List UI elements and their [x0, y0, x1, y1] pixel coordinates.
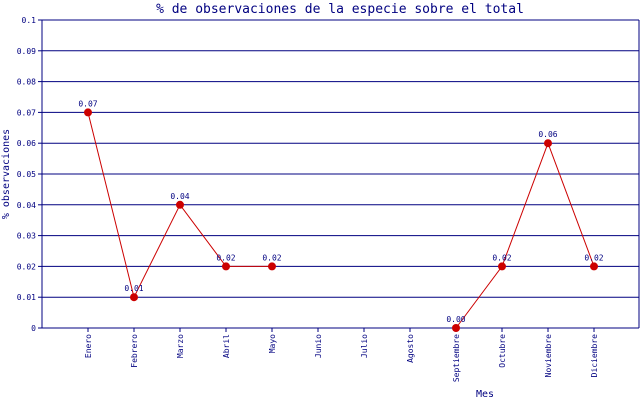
x-axis-label: Mes	[476, 389, 494, 400]
y-tick-label: 0.05	[17, 170, 36, 179]
x-tick-label: Agosto	[406, 334, 415, 363]
y-tick-label: 0.09	[17, 47, 36, 56]
x-axis-ticks: Enero Febrero Marzo Abril Mayo Junio Julio Agos…	[84, 328, 599, 382]
data-point	[544, 139, 552, 148]
x-tick-label: Febrero	[130, 334, 139, 368]
y-tick-label: 0.01	[17, 293, 36, 302]
x-tick-label: Octubre	[498, 334, 507, 368]
data-label: 0.07	[78, 99, 97, 108]
data-label: 0.00	[446, 315, 465, 324]
data-labels: 0.07 0.01 0.04 0.02 0.02 0.00 0.02 0.06 0.02	[78, 99, 603, 324]
y-tick-label: 0	[31, 324, 36, 333]
data-point	[84, 108, 92, 117]
data-label: 0.01	[124, 284, 143, 293]
y-axis-ticks: 0 0.01 0.02 0.03 0.04 0.05 0.06 0.07 0.08 0.09 0.1	[17, 16, 42, 333]
data-label: 0.02	[584, 253, 603, 262]
series-line	[87, 112, 595, 329]
data-point	[268, 262, 276, 271]
data-point	[130, 293, 138, 302]
data-point	[176, 200, 184, 209]
data-label: 0.02	[492, 253, 511, 262]
x-tick-label: Septiembre	[452, 334, 461, 382]
chart-title: % de observaciones de la especie sobre e…	[156, 2, 524, 17]
y-tick-label: 0.07	[17, 108, 36, 117]
y-tick-label: 0.04	[17, 201, 36, 210]
data-point	[222, 262, 230, 271]
x-tick-label: Enero	[84, 334, 93, 358]
x-tick-label: Diciembre	[590, 334, 599, 378]
data-point	[452, 324, 460, 332]
data-label: 0.02	[262, 253, 281, 262]
y-tick-label: 0.03	[17, 232, 36, 241]
x-tick-label: Junio	[314, 334, 323, 358]
grid-lines	[42, 19, 639, 329]
x-tick-label: Abril	[222, 334, 231, 358]
series-segment	[455, 141, 595, 329]
x-tick-label: Marzo	[176, 334, 185, 358]
data-point	[590, 262, 598, 271]
y-axis-label: % observaciones	[1, 129, 12, 219]
x-tick-label: Noviembre	[544, 334, 553, 378]
data-label: 0.06	[538, 130, 557, 139]
y-tick-label: 0.02	[17, 262, 36, 271]
y-tick-label: 0.06	[17, 139, 36, 148]
data-points	[84, 108, 598, 332]
x-tick-label: Mayo	[268, 334, 277, 353]
data-label: 0.04	[170, 192, 189, 201]
y-tick-label: 0.08	[17, 78, 36, 87]
data-label: 0.02	[216, 253, 235, 262]
x-tick-label: Julio	[360, 334, 369, 358]
data-point	[498, 262, 506, 271]
y-tick-label: 0.1	[22, 16, 37, 25]
